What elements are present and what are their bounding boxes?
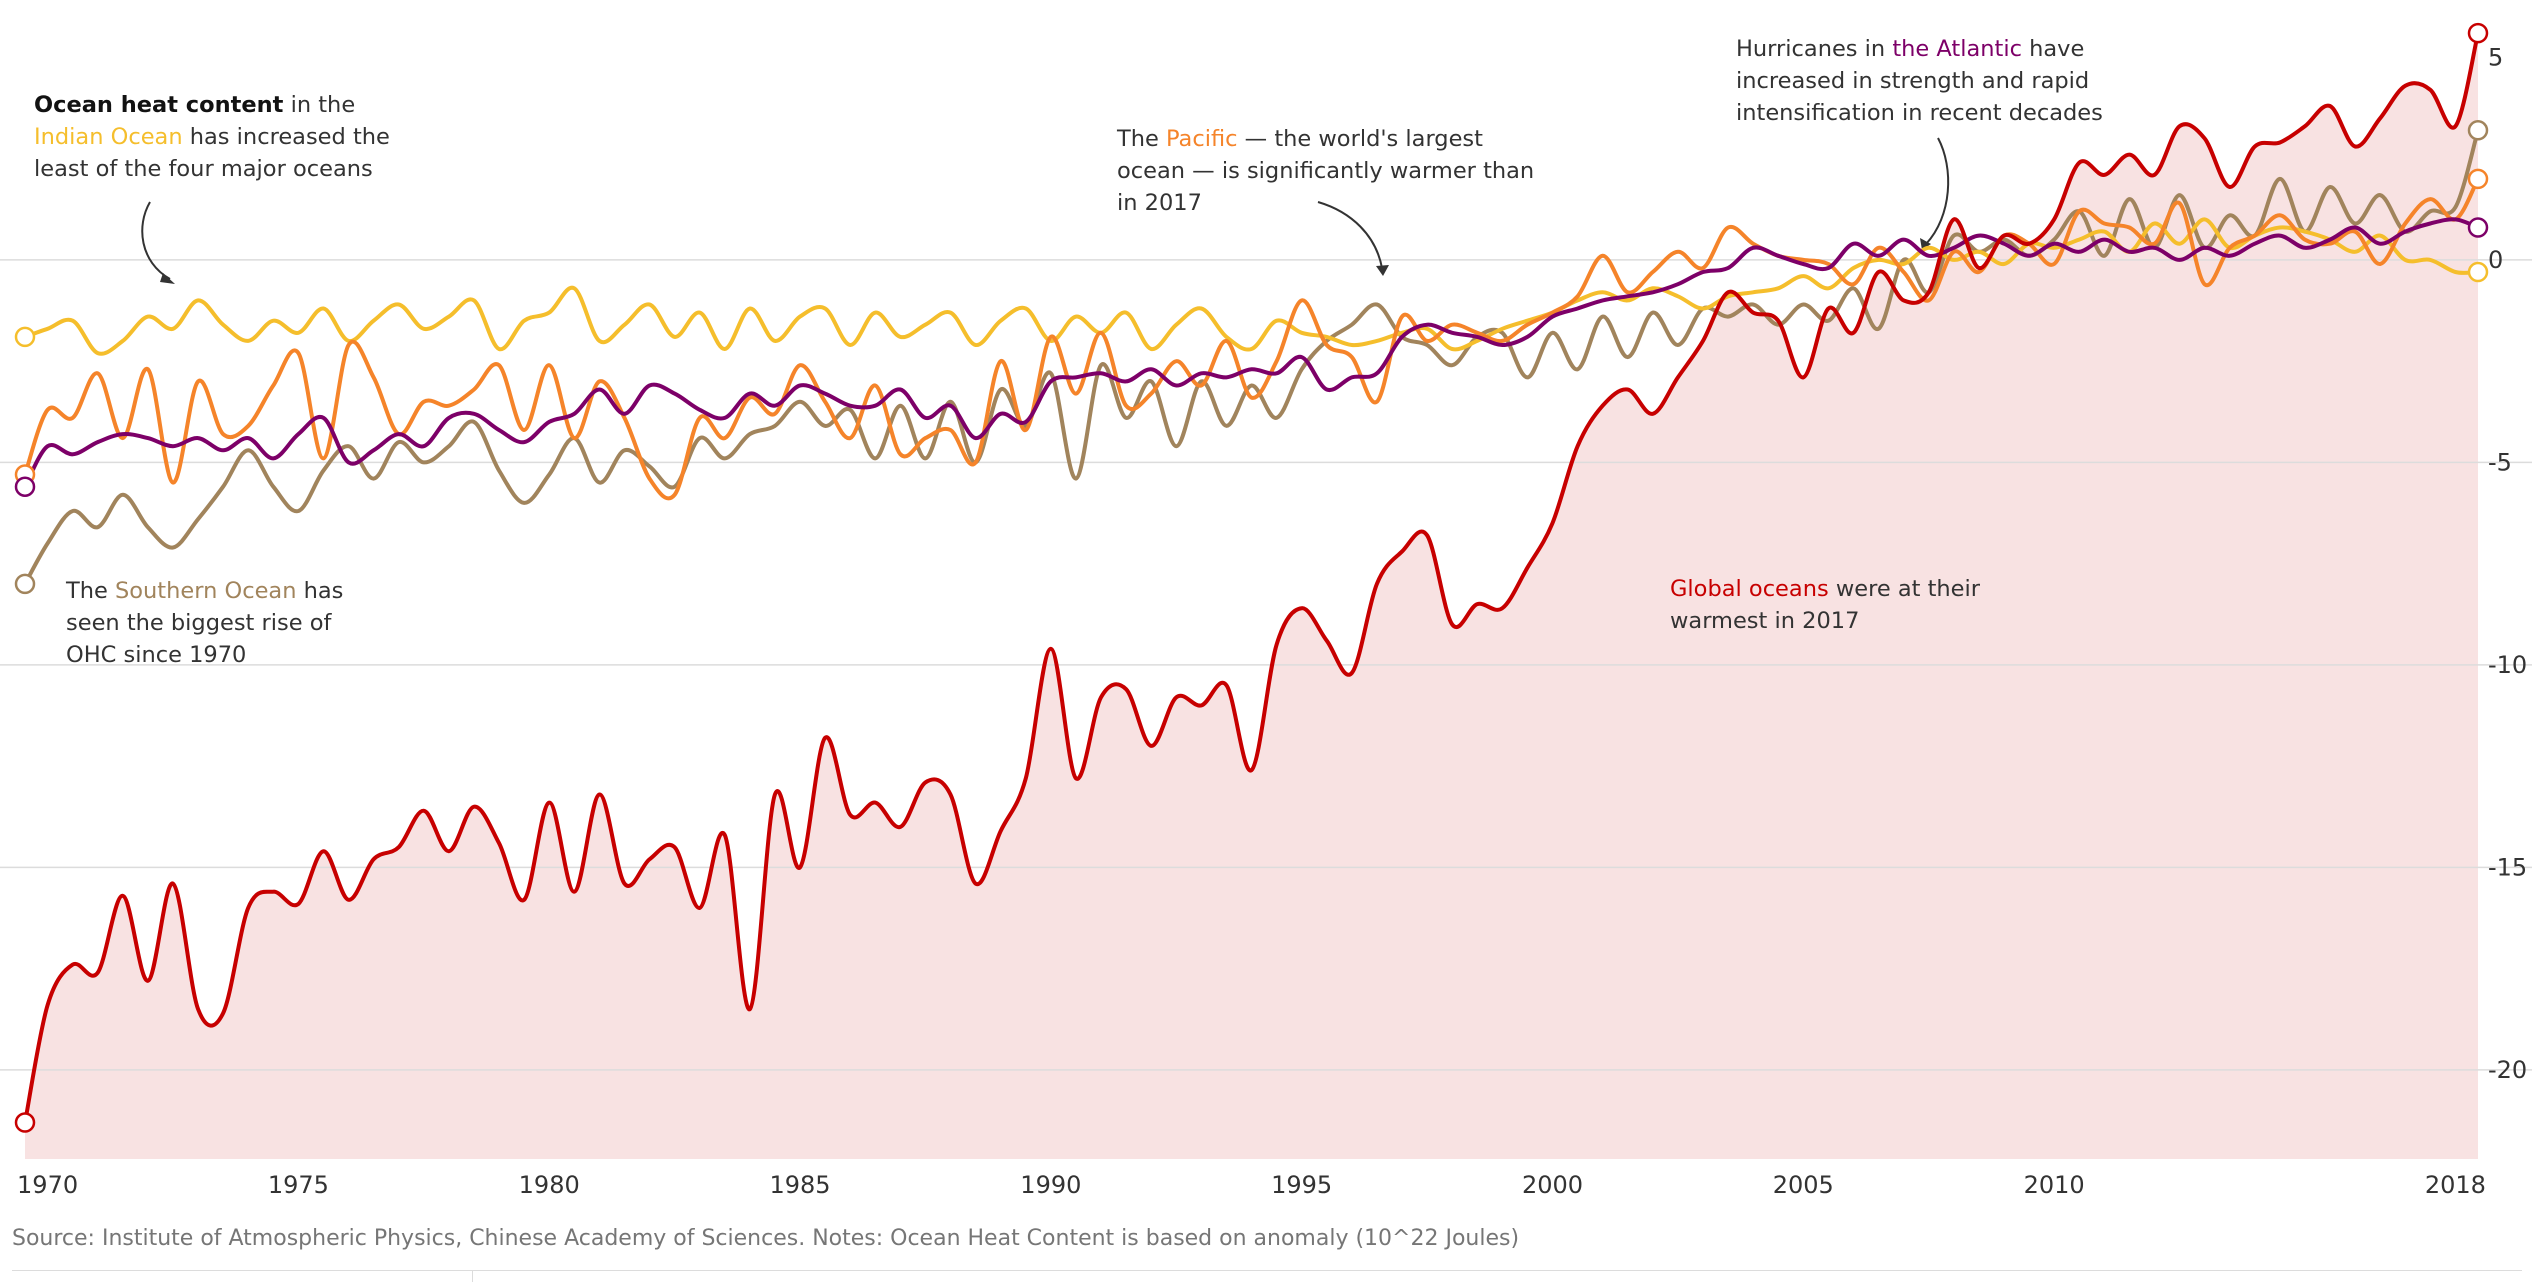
series-line-global bbox=[23, 31, 2480, 1125]
arrow-indian bbox=[141, 201, 171, 280]
axis-tick-labels: 5 0 -5 -10 -15 -20 1970 1975 1980 1985 1990 1995 200… bbox=[17, 43, 2527, 1199]
x-tick-label: 2010 bbox=[2024, 1171, 2085, 1199]
x-tick-label: 2000 bbox=[1522, 1171, 1583, 1199]
annotation-indian: Ocean heat content in the Indian Ocean h… bbox=[34, 89, 394, 185]
arrowhead-indian bbox=[160, 273, 175, 284]
annotation-indian-bold: Ocean heat content bbox=[34, 92, 284, 118]
y-tick-label: 0 bbox=[2488, 246, 2503, 274]
annotation-atlantic-pre: Hurricanes in bbox=[1736, 36, 1893, 62]
annotation-global-name: Global oceans bbox=[1670, 576, 1829, 602]
annotation-arrows bbox=[141, 137, 1950, 284]
arrow-atlantic bbox=[1925, 137, 1950, 245]
marker-end-southern bbox=[2467, 120, 2489, 141]
annotation-southern: The Southern Ocean has seen the biggest … bbox=[66, 575, 366, 671]
x-tick-label: 1985 bbox=[769, 1171, 830, 1199]
x-tick-label: 1990 bbox=[1020, 1171, 1081, 1199]
arrowhead-atlantic bbox=[1920, 238, 1931, 250]
arrow-pacific bbox=[1317, 201, 1383, 269]
annotation-global-post: were at their warmest in 2017 bbox=[1670, 576, 1981, 634]
annotation-pacific-post: — the world's largest ocean — is signifi… bbox=[1117, 126, 1535, 216]
y-tick-label: -20 bbox=[2488, 1056, 2527, 1084]
y-tick-label: -15 bbox=[2488, 853, 2527, 881]
series-end-markers bbox=[14, 22, 2489, 1133]
x-tick-label: 1970 bbox=[17, 1171, 78, 1199]
annotation-pacific-name: Pacific bbox=[1166, 126, 1238, 152]
annotation-southern-name: Southern Ocean bbox=[115, 578, 297, 604]
annotation-indian-name: Indian Ocean bbox=[34, 124, 183, 150]
arrowhead-pacific bbox=[1376, 265, 1389, 276]
annotation-atlantic: Hurricanes in the Atlantic have increase… bbox=[1736, 33, 2108, 129]
marker-start-indian bbox=[14, 326, 36, 348]
x-tick-label: 1975 bbox=[268, 1171, 329, 1199]
annotation-southern-post: has seen the biggest rise of OHC since 1… bbox=[66, 578, 344, 668]
footer-rule-tick bbox=[472, 1270, 473, 1282]
annotation-atlantic-post: have increased in strength and rapid int… bbox=[1736, 36, 2103, 126]
marker-end-pacific bbox=[2467, 168, 2489, 190]
annotation-indian-post: has increased the least of the four majo… bbox=[34, 124, 390, 182]
series-lines bbox=[23, 31, 2480, 1125]
marker-start-global bbox=[14, 1112, 36, 1133]
annotation-pacific: The Pacific — the world's largest ocean … bbox=[1117, 123, 1557, 219]
x-tick-label: 2018 bbox=[2425, 1171, 2486, 1199]
marker-start-atlantic bbox=[14, 476, 36, 497]
series-line-atlantic bbox=[23, 217, 2480, 489]
annotation-global: Global oceans were at their warmest in 2… bbox=[1670, 573, 1992, 637]
annotation-indian-pre: in the bbox=[283, 92, 356, 118]
x-tick-label: 1995 bbox=[1271, 1171, 1332, 1199]
y-tick-label: 5 bbox=[2488, 43, 2503, 71]
source-note: Source: Institute of Atmospheric Physics… bbox=[12, 1226, 1520, 1251]
footer-rule bbox=[12, 1270, 2522, 1271]
x-tick-label: 1980 bbox=[519, 1171, 580, 1199]
series-line-indian bbox=[23, 217, 2480, 356]
marker-start-southern bbox=[14, 573, 36, 595]
marker-end-indian bbox=[2467, 261, 2489, 283]
annotation-pacific-pre: The bbox=[1117, 126, 1166, 152]
x-tick-label: 2005 bbox=[1773, 1171, 1834, 1199]
y-tick-label: -10 bbox=[2488, 651, 2527, 679]
y-tick-label: -5 bbox=[2488, 448, 2512, 476]
marker-end-global bbox=[2467, 22, 2489, 44]
marker-end-atlantic bbox=[2467, 217, 2489, 238]
annotation-southern-pre: The bbox=[66, 578, 115, 604]
annotation-atlantic-name: the Atlantic bbox=[1892, 36, 2022, 62]
